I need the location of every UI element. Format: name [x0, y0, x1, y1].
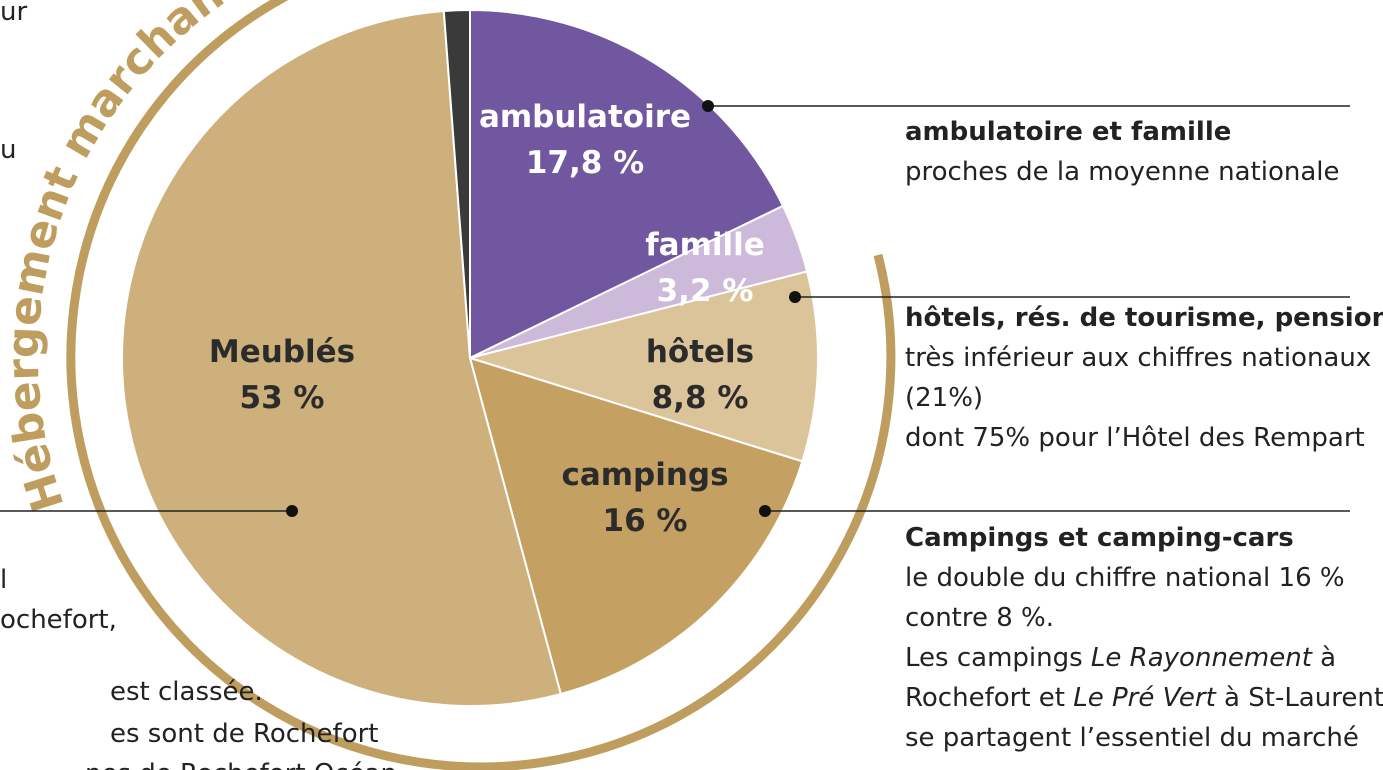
annotation-text: contre 8 %.	[905, 603, 1054, 633]
annotation-text: Rochefort et	[905, 683, 1073, 713]
annotation-line: dont 75% pour l’Hôtel des Rempart	[905, 423, 1365, 453]
annotation-title: ambulatoire et famille	[905, 117, 1231, 147]
annotation-line: le double du chiffre national 16 %	[905, 563, 1345, 593]
pie-slice	[466, 270, 819, 463]
annotation-title: hôtels, rés. de tourisme, pensions	[905, 303, 1383, 333]
annotation-line: Les campings Le Rayonnement à	[905, 643, 1336, 673]
slice-label: ambulatoire	[479, 99, 691, 135]
leader-dot	[702, 100, 714, 112]
leader-dot	[789, 291, 801, 303]
leader-dot	[286, 505, 298, 517]
annotation-line: se partagent l’essentiel du marché	[905, 723, 1359, 753]
side-text: es sont de Rochefort	[110, 719, 378, 749]
slice-value: 8,8 %	[652, 380, 749, 416]
slice-label: Meublés	[209, 334, 355, 370]
annotation-text: le double du chiffre national 16 %	[905, 563, 1345, 593]
leader-dot	[759, 505, 771, 517]
pie-slice	[121, 9, 562, 707]
annotation-text: proches de la moyenne nationale	[905, 157, 1340, 187]
annotation-line: Rochefort et Le Pré Vert à St-Laurent	[905, 683, 1383, 713]
pie-slice	[442, 8, 471, 359]
side-text: nes de Rochefort Océan	[85, 759, 397, 770]
slice-label: campings	[561, 457, 728, 493]
annotation-text: très inférieur aux chiffres nationaux	[905, 343, 1371, 373]
slice-value: 17,8 %	[526, 145, 644, 181]
annotation-line: contre 8 %.	[905, 603, 1054, 633]
annotation-text: dont 75% pour l’Hôtel des Rempart	[905, 423, 1365, 453]
annotation-line: très inférieur aux chiffres nationaux	[905, 343, 1371, 373]
slice-label: famille	[645, 227, 765, 263]
slice-label: hôtels	[646, 334, 754, 370]
annotation-title: Campings et camping-cars	[905, 523, 1294, 553]
annotation-text: Le Rayonnement	[1091, 643, 1313, 673]
side-text: ur	[0, 0, 27, 27]
side-text: est classée.	[110, 677, 263, 707]
annotation-text: à	[1312, 643, 1336, 673]
ring	[66, 0, 896, 770]
annotation-text: se partagent l’essentiel du marché	[905, 723, 1359, 753]
pie-slice	[468, 356, 804, 696]
slice-value: 16 %	[603, 503, 688, 539]
slice-value: 3,2 %	[657, 273, 754, 309]
pie-slice	[469, 8, 785, 360]
annotation-text: Les campings	[905, 643, 1091, 673]
annotation-text: (21%)	[905, 383, 983, 413]
slice-value: 53 %	[240, 380, 325, 416]
side-text: u	[0, 135, 16, 165]
side-text: ochefort,	[0, 605, 117, 635]
annotation-line: proches de la moyenne nationale	[905, 157, 1340, 187]
annotation-text: Le Pré Vert	[1073, 683, 1216, 713]
annotation-text: à St-Laurent	[1216, 683, 1383, 713]
annotation-line: (21%)	[905, 383, 983, 413]
side-text: l	[0, 565, 7, 595]
